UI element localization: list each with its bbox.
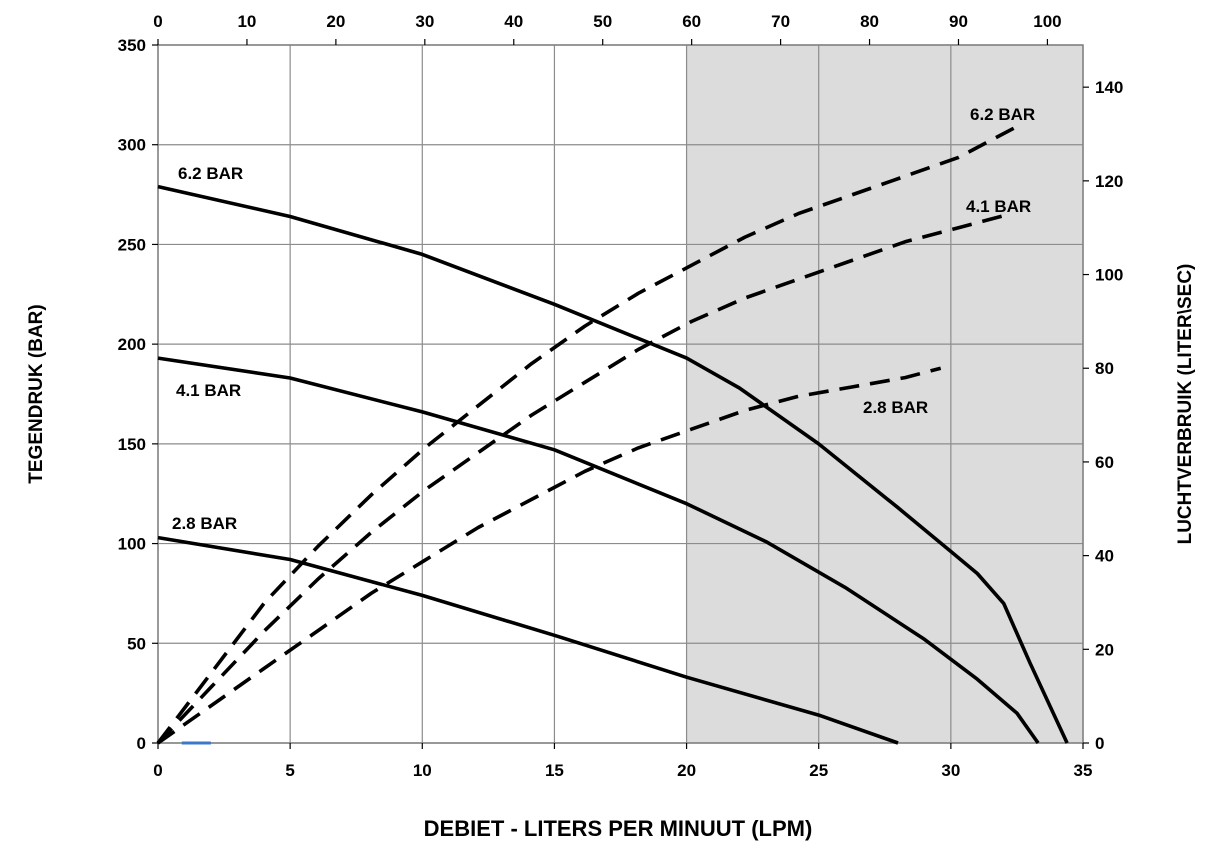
x2-tick-label-10: 100: [1033, 12, 1061, 31]
x2-tick-label-6: 60: [682, 12, 701, 31]
x-tick-label-0: 0: [153, 761, 162, 780]
label-dashed-6-2: 6.2 BAR: [970, 105, 1035, 124]
y-axis-title: TEGENDRUK (BAR): [26, 304, 47, 483]
x-tick-label-3: 15: [545, 761, 564, 780]
y2-tick-label-7: 140: [1095, 78, 1123, 97]
x-tick-label-2: 10: [413, 761, 432, 780]
x-tick-label-6: 30: [941, 761, 960, 780]
y-axis-ticks: 0 50 100 150 200 250 300 350: [118, 36, 158, 753]
plot-border: [157, 44, 1084, 744]
x2-tick-label-3: 30: [415, 12, 434, 31]
x2-tick-label-9: 90: [949, 12, 968, 31]
y2-tick-label-1: 20: [1095, 640, 1114, 659]
y-tick-label-6: 300: [118, 136, 146, 155]
series-dashed-6-2-bar: [156, 123, 1022, 745]
series-dashed-2-8-bar: [156, 366, 942, 745]
x-tick-label-1: 5: [285, 761, 294, 780]
x2-tick-label-2: 20: [326, 12, 345, 31]
series-solid-4-1-bar: [157, 356, 1040, 745]
y-tick-label-7: 350: [118, 36, 146, 55]
y-tick-label-4: 200: [118, 335, 146, 354]
y-tick-label-2: 100: [118, 535, 146, 554]
series-dashed-4-1-bar: [156, 211, 1013, 745]
x2-axis-ticks: 0 10 20 30 40 50 60 70 80 90 100: [153, 12, 1062, 45]
label-dashed-2-8: 2.8 BAR: [863, 398, 928, 417]
y2-tick-label-2: 40: [1095, 547, 1114, 566]
series-solid-2-8-bar: [157, 535, 899, 745]
y-tick-label-1: 50: [127, 634, 146, 653]
x-axis-ticks: 0 5 10 15 20 25 30 35: [153, 743, 1092, 780]
series-solid-6-2-bar: [157, 184, 1069, 744]
x-tick-label-4: 20: [677, 761, 696, 780]
x-tick-label-7: 35: [1074, 761, 1093, 780]
label-dashed-4-1: 4.1 BAR: [966, 197, 1031, 216]
y2-tick-label-5: 100: [1095, 266, 1123, 285]
y2-axis-ticks: 0 20 40 60 80 100 120 140: [1083, 78, 1123, 753]
y2-tick-label-3: 60: [1095, 453, 1114, 472]
x-tick-label-5: 25: [809, 761, 828, 780]
x-axis-title: DEBIET - LITERS PER MINUUT (LPM): [424, 816, 813, 841]
label-solid-2-8: 2.8 BAR: [172, 514, 237, 533]
series-group: [156, 123, 1069, 745]
x2-tick-label-1: 10: [237, 12, 256, 31]
y-tick-label-5: 250: [118, 235, 146, 254]
y2-axis-title: LUCHTVERBRUIK (LITER\SEC): [1175, 264, 1196, 545]
label-solid-6-2: 6.2 BAR: [178, 164, 243, 183]
y-tick-label-0: 0: [137, 734, 146, 753]
y-tick-label-3: 150: [118, 435, 146, 454]
x2-tick-label-0: 0: [153, 12, 162, 31]
x2-tick-label-7: 70: [771, 12, 790, 31]
y2-tick-label-6: 120: [1095, 172, 1123, 191]
x2-tick-label-4: 40: [504, 12, 523, 31]
x2-tick-label-5: 50: [593, 12, 612, 31]
y2-tick-label-4: 80: [1095, 359, 1114, 378]
label-solid-4-1: 4.1 BAR: [176, 381, 241, 400]
shaded-region: [686, 45, 1083, 743]
x2-tick-label-8: 80: [860, 12, 879, 31]
y2-tick-label-0: 0: [1095, 734, 1104, 753]
